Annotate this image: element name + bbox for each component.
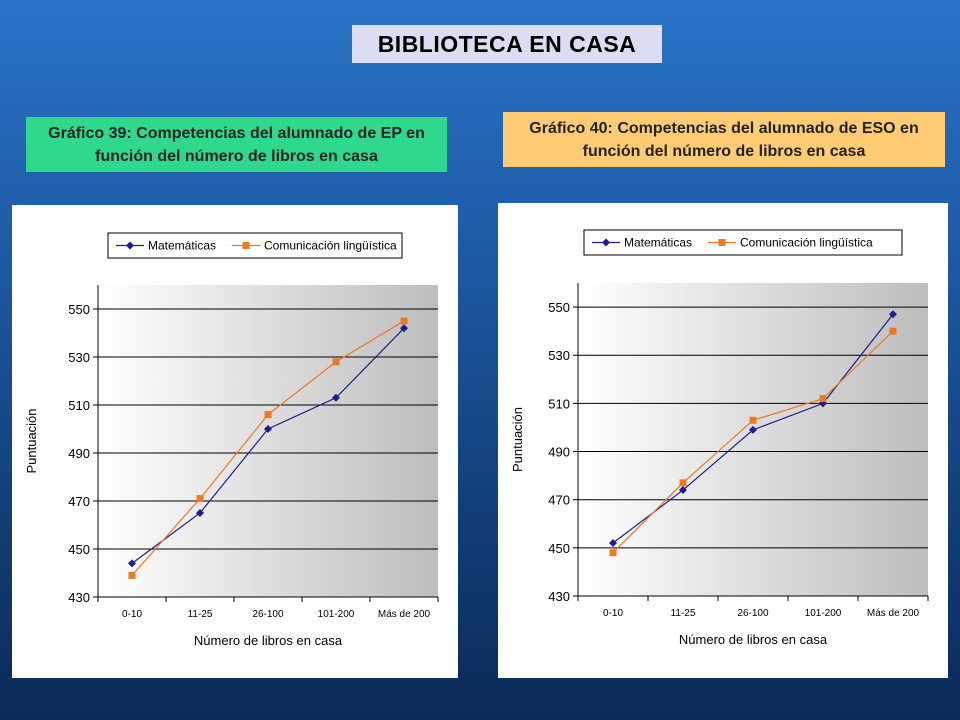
legend-label: Comunicación lingüística [740,236,873,250]
data-point-matematicas [196,509,204,517]
legend-label: Matemáticas [148,239,216,253]
data-point-comunicacion [332,358,340,366]
y-tick-label: 550 [548,300,570,315]
data-point-comunicacion [889,327,897,335]
data-point-matematicas [749,425,757,434]
legend-label: Matemáticas [624,236,692,250]
y-tick-label: 450 [68,542,90,557]
legend-marker-comunicacion [242,242,250,249]
legend-label: Comunicación lingüística [264,239,397,253]
x-tick-label: 0-10 [122,609,142,620]
data-point-comunicacion [819,395,827,403]
x-tick-label: 26-100 [737,608,769,619]
line-chart-eso: 430 450 470 490 510 530 550 0-10 11-25 26-100 101-… [510,229,929,647]
x-tick-label: Más de 200 [867,608,920,619]
y-tick-label: 530 [548,348,570,363]
legend-marker-matematicas [602,238,610,247]
y-tick-label: 470 [68,494,90,509]
legend-box [583,229,903,256]
chart-panel-eso: 430 450 470 490 510 530 550 0-10 11-25 26-100 101-… [498,203,948,678]
y-tick-label: 490 [68,446,90,461]
plot-area [578,283,928,596]
y-tick-label: 510 [68,398,90,413]
line-chart-ep: 430 450 470 490 510 530 550 0-10 11-25 26-100 101-… [24,232,439,648]
page-title: BIBLIOTECA EN CASA [352,25,662,63]
y-tick-label: 550 [68,302,90,317]
x-axis-title: Número de libros en casa [194,633,343,648]
y-tick-label: 510 [548,396,570,411]
data-point-comunicacion [749,416,757,424]
data-point-matematicas [609,539,617,548]
data-point-comunicacion [609,549,617,557]
data-point-matematicas [679,486,687,495]
data-point-matematicas [889,310,897,319]
y-tick-label: 430 [548,589,570,604]
data-point-comunicacion [264,411,272,419]
y-axis-title: Puntuación [510,407,525,472]
x-tick-label: 11-25 [671,608,696,619]
data-point-comunicacion [400,317,408,325]
x-tick-label: 0-10 [603,608,623,619]
x-tick-label: 101-200 [318,609,355,620]
legend-marker-comunicacion [718,239,726,246]
y-tick-label: 470 [548,493,570,508]
data-point-matematicas [332,393,340,402]
y-tick-label: 530 [68,350,90,365]
x-tick-label: 11-25 [188,609,213,620]
data-point-comunicacion [679,479,687,487]
chart-panel-ep: 430 450 470 490 510 530 550 0-10 11-25 26-100 101-… [12,205,458,678]
y-axis-title: Puntuación [24,408,39,473]
data-point-comunicacion [128,571,136,579]
data-point-comunicacion [196,495,204,503]
x-tick-label: Más de 200 [378,609,431,620]
data-point-matematicas [400,324,408,333]
plot-area [98,285,438,597]
y-tick-label: 490 [548,445,570,460]
data-point-matematicas [264,425,272,433]
chart-caption-eso: Gráfico 40: Competencias del alumnado de… [503,112,945,167]
y-tick-label: 450 [548,541,570,556]
y-tick-label: 430 [68,590,90,605]
legend-marker-matematicas [126,241,134,250]
x-tick-label: 101-200 [805,608,842,619]
chart-caption-ep: Gráfico 39: Competencias del alumnado de… [26,117,447,172]
x-axis-title: Número de libros en casa [679,632,828,647]
data-point-matematicas [128,559,136,568]
x-tick-label: 26-100 [252,609,284,620]
